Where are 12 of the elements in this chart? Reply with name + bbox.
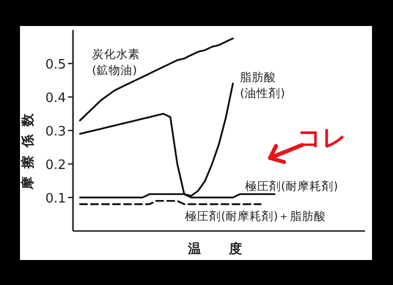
y-tick-label: 0.2 xyxy=(45,158,66,173)
series-label: 炭化水素 (鉱物油) xyxy=(92,47,140,77)
ylabel: 摩擦係数 xyxy=(21,105,36,190)
y-tick-label: 0.5 xyxy=(45,58,66,72)
y-tick-label: 0.3 xyxy=(45,124,66,140)
series-label: 極圧剤(耐摩耗剤)＋脂肪酸 xyxy=(185,209,326,223)
y-tick-label: 0.4 xyxy=(45,91,66,106)
series-label: 脂肪酸 (油性剤) xyxy=(240,70,285,100)
x-axis-title: 温度 xyxy=(187,241,270,257)
series-label: 極圧剤(耐摩耗剤) xyxy=(245,179,338,193)
y-tick-label: 0.1 xyxy=(45,192,66,206)
line-series xyxy=(79,37,234,122)
